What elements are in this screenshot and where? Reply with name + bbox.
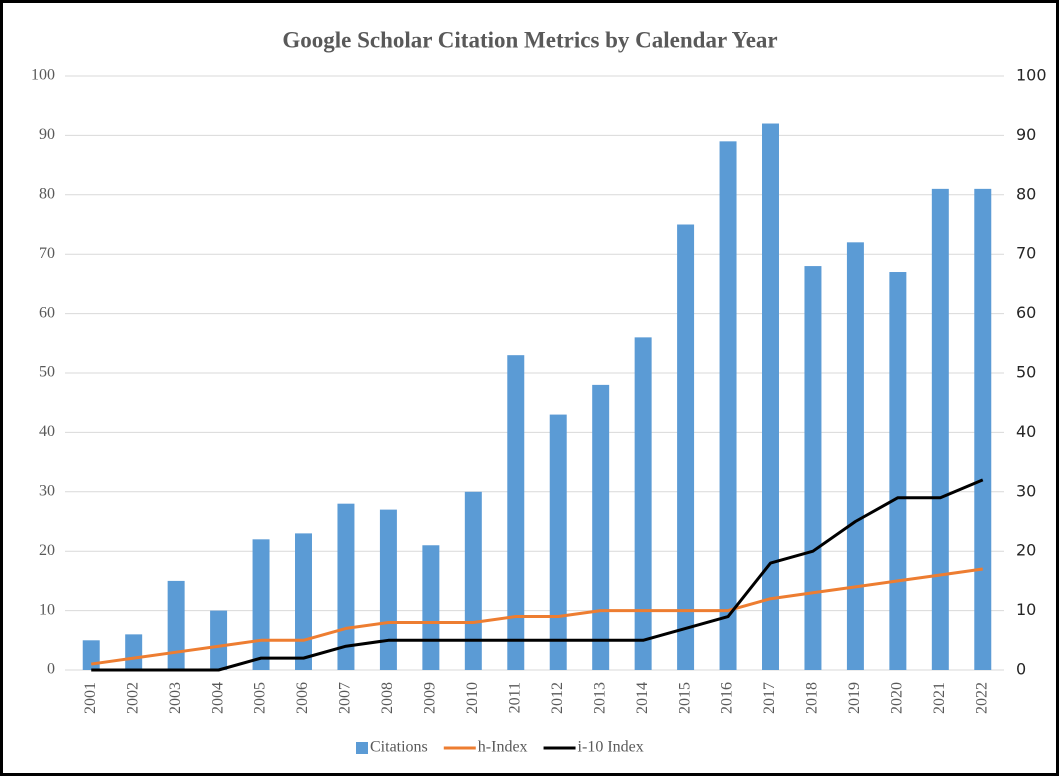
x-tick-label: 2002 (124, 682, 141, 714)
legend-label: h-Index (478, 739, 528, 756)
bar (125, 634, 143, 670)
bar (379, 509, 397, 670)
bar (889, 272, 907, 670)
y-tick-label: 60 (39, 304, 55, 321)
x-tick-label: 2016 (719, 682, 736, 714)
bar (422, 545, 440, 670)
line (91, 567, 983, 666)
x-tick-label: 2004 (209, 682, 226, 714)
y-tick-label: 10 (39, 601, 55, 618)
y-tick-label: 50 (39, 364, 55, 381)
x-tick-label: 2017 (761, 682, 778, 714)
bar (931, 188, 949, 671)
bar (252, 539, 270, 670)
bar (167, 580, 185, 670)
x-tick-label: 2013 (591, 682, 608, 714)
bar (464, 491, 482, 670)
x-tick-label: 2005 (252, 682, 269, 714)
legend-label: i-10 Index (578, 739, 644, 756)
line (91, 478, 984, 672)
x-tick-label: 2021 (931, 682, 948, 714)
bar (295, 533, 312, 670)
y2-tick-label: 60 (1016, 303, 1036, 322)
bar (719, 141, 737, 671)
bar (210, 610, 228, 670)
x-tick-label: 2011 (506, 682, 523, 713)
bar (549, 414, 567, 670)
x-tick-label: 2009 (422, 682, 439, 714)
bar (592, 384, 610, 670)
bar (846, 242, 864, 670)
y-tick-label: 70 (39, 245, 55, 262)
x-tick-label: 2003 (167, 682, 184, 714)
y-tick-label: 20 (39, 542, 55, 559)
legend-swatch (356, 742, 368, 754)
x-tick-label: 2007 (337, 682, 354, 714)
bar (82, 640, 100, 670)
y2-tick-label: 40 (1016, 422, 1036, 441)
legend-label: Citations (370, 739, 428, 756)
y2-tick-label: 50 (1016, 363, 1036, 382)
x-tick-label: 2015 (676, 682, 693, 714)
y2-tick-label: 70 (1016, 244, 1036, 263)
x-tick-label: 2019 (846, 682, 863, 714)
y-tick-label: 40 (39, 423, 55, 440)
x-tick-label: 2010 (464, 682, 481, 714)
bar (677, 224, 695, 670)
y2-tick-label: 10 (1016, 600, 1036, 619)
x-tick-label: 2014 (634, 682, 651, 714)
y2-tick-label: 80 (1016, 184, 1036, 203)
bar (634, 337, 652, 670)
x-tick-label: 2008 (379, 682, 396, 714)
y2-tick-label: 30 (1016, 481, 1036, 500)
x-tick-label: 2012 (549, 682, 566, 714)
chart-title: Google Scholar Citation Metrics by Calen… (282, 27, 777, 52)
y-tick-label: 0 (47, 661, 55, 678)
y-tick-label: 80 (39, 185, 55, 202)
bar (804, 266, 822, 670)
x-tick-label: 2020 (889, 682, 906, 714)
x-tick-label: 2001 (82, 682, 99, 714)
x-tick-label: 2018 (804, 682, 821, 714)
y2-tick-label: 20 (1016, 541, 1036, 560)
y-tick-label: 30 (39, 482, 55, 499)
y-tick-label: 100 (31, 67, 55, 84)
bar (974, 188, 992, 671)
x-tick-label: 2022 (973, 682, 990, 714)
bar (762, 123, 779, 670)
y2-tick-label: 100 (1016, 66, 1047, 85)
y2-tick-label: 0 (1016, 660, 1026, 679)
x-tick-label: 2006 (294, 682, 311, 714)
y-tick-label: 90 (39, 126, 55, 143)
bar (507, 355, 525, 670)
y2-tick-label: 90 (1016, 125, 1036, 144)
